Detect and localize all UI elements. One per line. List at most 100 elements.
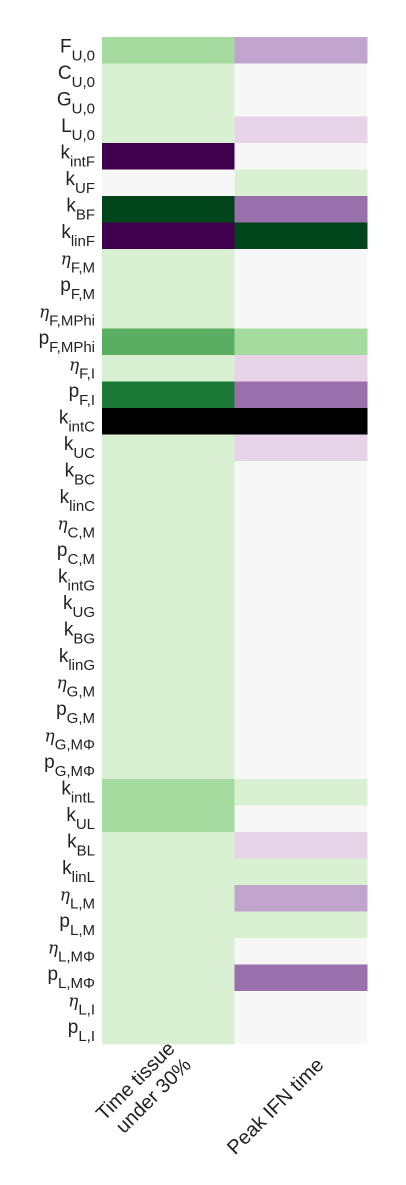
row-label-33: pL,M — [59, 911, 95, 939]
heatmap-cell-r23-c0 — [102, 646, 235, 674]
heatmap-cell-r15-c1 — [234, 434, 368, 462]
row-label-26: ηG,MΦ — [45, 726, 96, 753]
heatmap-cell-r30-c1 — [234, 832, 368, 859]
heatmap-cell-r15-c0 — [102, 434, 235, 462]
heatmap-cell-r24-c1 — [234, 673, 368, 700]
row-label-6: kBF — [66, 195, 95, 223]
heatmap-cell-r11-c0 — [102, 328, 235, 356]
row-label-31: klinL — [62, 858, 95, 886]
heatmap-cell-r37-c1 — [234, 1017, 368, 1045]
heatmap-cell-r12-c1 — [234, 355, 368, 382]
row-label-0: FU,0 — [60, 36, 95, 64]
column-label-1: Peak IFN time — [223, 1054, 328, 1159]
heatmap-cell-r5-c0 — [102, 169, 235, 197]
row-label-21: kUG — [63, 593, 95, 621]
row-label-4: kintF — [60, 142, 95, 170]
heatmap-cell-r34-c0 — [102, 938, 235, 965]
heatmap-cell-r16-c1 — [234, 461, 368, 488]
heatmap-cells — [102, 37, 368, 1045]
row-label-28: kintL — [61, 778, 95, 806]
row-label-7: klinF — [61, 222, 95, 250]
heatmap-cell-r26-c0 — [102, 726, 235, 753]
heatmap-cell-r26-c1 — [234, 726, 368, 753]
heatmap-cell-r30-c0 — [102, 832, 235, 859]
heatmap-cell-r23-c1 — [234, 646, 368, 674]
heatmap-cell-r32-c1 — [234, 885, 368, 912]
heatmap-cell-r18-c0 — [102, 514, 235, 541]
row-label-20: kintG — [58, 566, 95, 594]
heatmap-cell-r17-c0 — [102, 487, 235, 515]
heatmap-cell-r22-c0 — [102, 620, 235, 647]
heatmap-cell-r21-c1 — [234, 593, 368, 621]
row-label-17: klinC — [60, 487, 96, 515]
row-label-13: pF,I — [69, 381, 95, 409]
heatmap-cell-r21-c0 — [102, 593, 235, 621]
heatmap-cell-r2-c1 — [234, 90, 368, 117]
heatmap-cell-r0-c0 — [102, 37, 235, 64]
heatmap-cell-r35-c1 — [234, 964, 368, 992]
row-label-8: ηF,M — [61, 249, 95, 276]
row-label-19: pC,M — [57, 540, 95, 568]
heatmap-cell-r17-c1 — [234, 487, 368, 515]
row-label-36: ηL,I — [68, 991, 95, 1018]
heatmap-cell-r13-c0 — [102, 381, 235, 409]
heatmap-cell-r25-c1 — [234, 699, 368, 727]
heatmap-cell-r5-c1 — [234, 169, 368, 197]
heatmap-cell-r9-c0 — [102, 275, 235, 303]
row-label-10: ηF,MPhi — [39, 302, 95, 329]
heatmap-cell-r22-c1 — [234, 620, 368, 647]
heatmap-cell-r27-c0 — [102, 752, 235, 780]
heatmap-cell-r1-c1 — [234, 63, 368, 91]
heatmap-cell-r29-c0 — [102, 805, 235, 833]
heatmap-cell-r10-c1 — [234, 302, 368, 329]
heatmap-cell-r9-c1 — [234, 275, 368, 303]
heatmap-cell-r3-c0 — [102, 116, 235, 144]
heatmap-cell-r10-c0 — [102, 302, 235, 329]
heatmap-cell-r8-c0 — [102, 249, 235, 276]
column-labels: Time tissueunder 30% Peak IFN time — [92, 1038, 328, 1159]
heatmap-cell-r2-c0 — [102, 90, 235, 117]
row-label-9: pF,M — [60, 275, 95, 303]
row-label-29: kUL — [66, 805, 95, 833]
row-label-34: ηL,MΦ — [48, 938, 95, 965]
heatmap-cell-r35-c0 — [102, 964, 235, 992]
row-label-1: CU,0 — [58, 63, 95, 91]
row-label-14: kintC — [59, 407, 95, 435]
heatmap-cell-r34-c1 — [234, 938, 368, 965]
heatmap-cell-r33-c1 — [234, 911, 368, 939]
heatmap-cell-r7-c1 — [234, 222, 368, 250]
row-label-35: pL,MΦ — [47, 964, 95, 992]
heatmap-cell-r19-c1 — [234, 540, 368, 568]
heatmap-cell-r36-c0 — [102, 991, 235, 1018]
row-label-23: klinG — [59, 646, 95, 674]
row-label-15: kUC — [64, 434, 95, 462]
heatmap-cell-r20-c1 — [234, 567, 368, 594]
row-label-24: ηG,M — [56, 673, 95, 700]
heatmap-cell-r33-c0 — [102, 911, 235, 939]
column-label-0: Time tissueunder 30% — [92, 1038, 196, 1142]
heatmap-cell-r14-c1 — [234, 408, 368, 435]
row-label-37: pL,I — [68, 1017, 95, 1045]
heatmap-cell-r37-c0 — [102, 1017, 235, 1045]
heatmap-cell-r4-c1 — [234, 143, 368, 170]
row-label-3: LU,0 — [61, 116, 95, 144]
heatmap-cell-r13-c1 — [234, 381, 368, 409]
row-label-2: GU,0 — [57, 89, 95, 117]
heatmap-cell-r31-c0 — [102, 858, 235, 886]
heatmap-cell-r12-c0 — [102, 355, 235, 382]
heatmap-cell-r36-c1 — [234, 991, 368, 1018]
heatmap-cell-r25-c0 — [102, 699, 235, 727]
heatmap-cell-r16-c0 — [102, 461, 235, 488]
heatmap-cell-r24-c0 — [102, 673, 235, 700]
row-label-18: ηC,M — [57, 514, 95, 541]
heatmap-cell-r1-c0 — [102, 63, 235, 91]
heatmap-cell-r18-c1 — [234, 514, 368, 541]
row-label-5: kUF — [66, 169, 96, 197]
heatmap-cell-r32-c0 — [102, 885, 235, 912]
heatmap-cell-r8-c1 — [234, 249, 368, 276]
heatmap-cell-r20-c0 — [102, 567, 235, 594]
row-label-27: pG,MΦ — [44, 752, 95, 780]
heatmap-cell-r7-c0 — [102, 222, 235, 250]
row-label-30: kBL — [67, 831, 95, 859]
